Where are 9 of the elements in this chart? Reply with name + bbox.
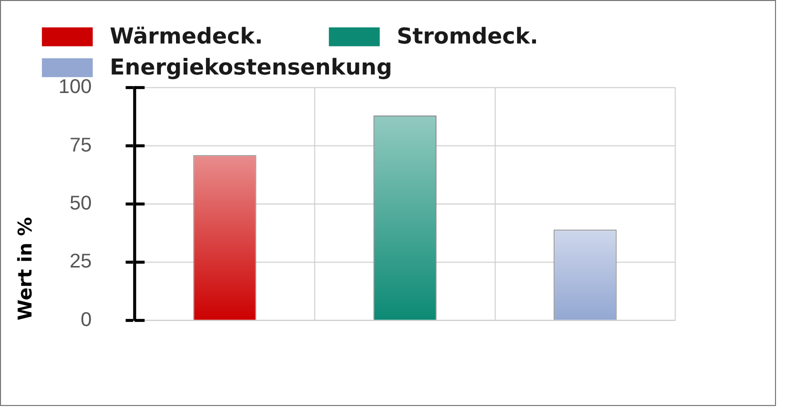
y-tick-label: 100 [58, 76, 92, 98]
legend-label: Stromdeck. [396, 24, 538, 50]
y-tick-label: 50 [70, 192, 92, 214]
y-tick-label: 75 [70, 134, 92, 156]
legend-label: Energiekostensenkung [110, 55, 392, 80]
y-tick-label: 25 [70, 250, 92, 273]
y-axis-title: Wert in % [14, 217, 36, 320]
y-tick-label: 0 [80, 308, 92, 331]
legend-label: Wärmedeck. [110, 24, 263, 50]
